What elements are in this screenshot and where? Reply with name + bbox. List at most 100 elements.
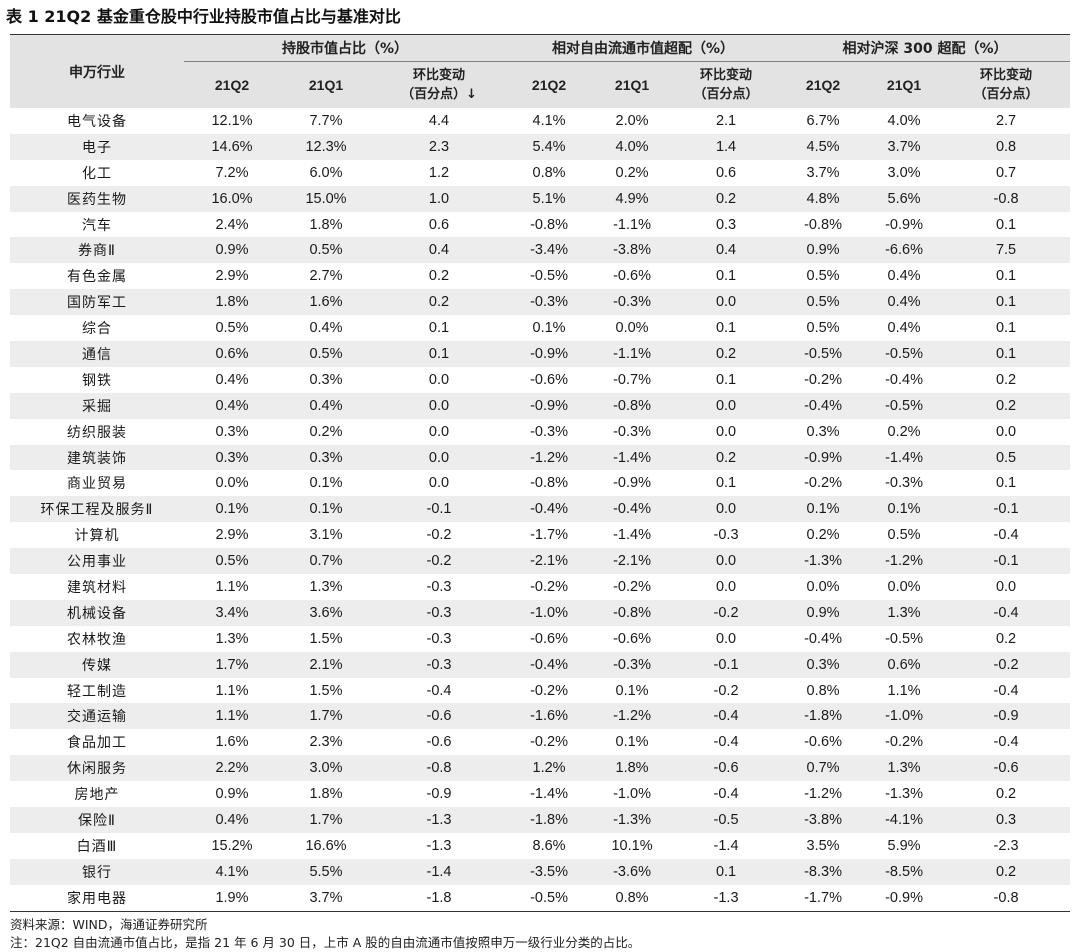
- value-cell: -0.2: [372, 548, 507, 575]
- value-cell: -0.6: [372, 729, 507, 756]
- value-cell: 0.3%: [280, 366, 372, 393]
- value-cell: 0.9%: [184, 237, 280, 264]
- value-cell: 2.3%: [280, 729, 372, 756]
- industry-cell: 食品加工: [10, 729, 184, 756]
- value-cell: 0.5%: [780, 289, 867, 316]
- value-cell: 2.1: [672, 108, 781, 134]
- value-cell: -0.3%: [592, 289, 673, 316]
- value-cell: -2.1%: [506, 548, 593, 575]
- value-cell: -0.1: [942, 496, 1071, 523]
- value-cell: 0.5%: [780, 315, 867, 342]
- value-cell: 0.0: [372, 366, 507, 393]
- value-cell: 0.1: [672, 366, 781, 393]
- value-cell: -0.2%: [506, 574, 593, 600]
- header-q1: 21Q1: [592, 61, 673, 108]
- value-cell: -1.8: [372, 884, 507, 912]
- industry-cell: 轻工制造: [10, 677, 184, 704]
- table-row: 食品加工 1.6% 2.3% -0.6 -0.2% 0.1% -0.4 -0.6% -0.2% -…: [10, 729, 1071, 756]
- header-q1: 21Q1: [280, 61, 372, 108]
- value-cell: 0.0: [672, 625, 781, 652]
- value-cell: 1.6%: [280, 289, 372, 316]
- value-cell: -0.3: [372, 599, 507, 626]
- value-cell: -1.4: [372, 858, 507, 885]
- value-cell: 0.1: [672, 858, 781, 885]
- value-cell: 2.0%: [592, 108, 673, 134]
- value-cell: 4.0%: [866, 108, 943, 134]
- table-row: 综合 0.5% 0.4% 0.1 0.1% 0.0% 0.1 0.5% 0.4% 0.1: [10, 315, 1071, 342]
- value-cell: -0.3: [372, 651, 507, 678]
- value-cell: 0.4%: [184, 392, 280, 419]
- value-cell: 0.0: [672, 496, 781, 523]
- header-group-holding: 持股市值占比（%）: [184, 35, 507, 62]
- table-row: 计算机 2.9% 3.1% -0.2 -1.7% -1.4% -0.3 0.2% 0.5% -0.…: [10, 522, 1071, 549]
- value-cell: 0.0: [372, 444, 507, 471]
- value-cell: -0.4%: [506, 496, 593, 523]
- value-cell: 2.1%: [280, 651, 372, 678]
- value-cell: 0.2: [942, 858, 1071, 885]
- value-cell: 0.7: [942, 159, 1071, 186]
- table-row: 通信 0.6% 0.5% 0.1 -0.9% -1.1% 0.2 -0.5% -0.5% 0.1: [10, 341, 1071, 367]
- value-cell: 0.1: [672, 470, 781, 497]
- value-cell: -0.3: [672, 522, 781, 549]
- value-cell: 0.4%: [866, 263, 943, 290]
- value-cell: -0.8%: [780, 211, 867, 238]
- value-cell: 1.2%: [506, 755, 593, 782]
- header-change: 环比变动 （百分点）: [942, 61, 1071, 108]
- value-cell: -0.8: [372, 755, 507, 782]
- value-cell: 2.7: [942, 108, 1071, 134]
- value-cell: -0.4%: [780, 392, 867, 419]
- value-cell: 1.7%: [280, 703, 372, 730]
- value-cell: 0.4%: [866, 289, 943, 316]
- value-cell: 0.6: [372, 211, 507, 238]
- value-cell: -0.3%: [592, 651, 673, 678]
- value-cell: 0.2%: [780, 522, 867, 549]
- value-cell: -1.2%: [866, 548, 943, 575]
- value-cell: 12.1%: [184, 108, 280, 134]
- value-cell: -0.7%: [592, 366, 673, 393]
- industry-cell: 国防军工: [10, 289, 184, 316]
- industry-cell: 医药生物: [10, 185, 184, 212]
- value-cell: -0.3: [372, 574, 507, 600]
- value-cell: 1.8%: [280, 211, 372, 238]
- value-cell: -0.5%: [506, 884, 593, 912]
- value-cell: -4.1%: [866, 807, 943, 833]
- industry-cell: 房地产: [10, 781, 184, 808]
- industry-cell: 纺织服装: [10, 418, 184, 445]
- header-change-line1: 环比变动: [700, 68, 753, 83]
- table-row: 保险Ⅱ 0.4% 1.7% -1.3 -1.8% -1.3% -0.5 -3.8% -4.1% 0…: [10, 807, 1071, 833]
- value-cell: -0.9%: [780, 444, 867, 471]
- value-cell: 1.0: [372, 185, 507, 212]
- value-cell: 0.3%: [780, 651, 867, 678]
- value-cell: 0.5: [942, 444, 1071, 471]
- value-cell: 1.8%: [280, 781, 372, 808]
- value-cell: 3.7%: [280, 884, 372, 912]
- value-cell: 0.0: [672, 289, 781, 316]
- value-cell: 3.7%: [780, 159, 867, 186]
- industry-cell: 传媒: [10, 651, 184, 678]
- value-cell: -2.1%: [592, 548, 673, 575]
- value-cell: 0.5%: [184, 548, 280, 575]
- header-q1: 21Q1: [866, 61, 943, 108]
- table-row: 机械设备 3.4% 3.6% -0.3 -1.0% -0.8% -0.2 0.9% 1.3% -0…: [10, 599, 1071, 626]
- value-cell: -0.3%: [592, 418, 673, 445]
- value-cell: -3.8%: [780, 807, 867, 833]
- industry-cell: 商业贸易: [10, 470, 184, 497]
- value-cell: 0.1: [942, 211, 1071, 238]
- header-group-hs300: 相对沪深 300 超配（%）: [780, 35, 1071, 62]
- table-row: 公用事业 0.5% 0.7% -0.2 -2.1% -2.1% 0.0 -1.3% -1.2% -…: [10, 548, 1071, 575]
- value-cell: 5.1%: [506, 185, 593, 212]
- value-cell: 15.2%: [184, 832, 280, 859]
- value-cell: 1.4: [672, 133, 781, 160]
- value-cell: 2.7%: [280, 263, 372, 290]
- value-cell: -0.8: [942, 185, 1071, 212]
- header-q2: 21Q2: [184, 61, 280, 108]
- value-cell: 5.5%: [280, 858, 372, 885]
- title-divider: [10, 34, 1070, 35]
- table-row: 国防军工 1.8% 1.6% 0.2 -0.3% -0.3% 0.0 0.5% 0.4% 0.1: [10, 289, 1071, 316]
- value-cell: -0.2%: [592, 574, 673, 600]
- header-change-line2: （百分点）: [973, 87, 1039, 102]
- value-cell: 0.1%: [592, 677, 673, 704]
- value-cell: -0.2: [372, 522, 507, 549]
- industry-cell: 休闲服务: [10, 755, 184, 782]
- value-cell: -0.2%: [780, 470, 867, 497]
